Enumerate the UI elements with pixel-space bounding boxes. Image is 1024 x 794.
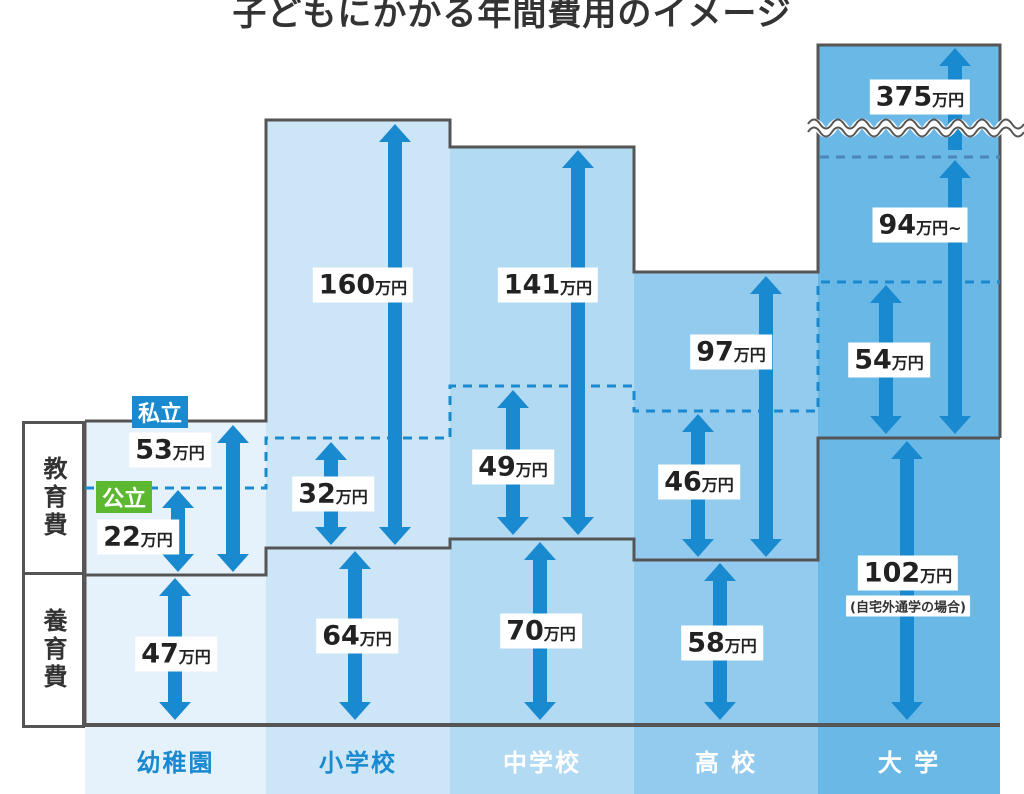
value-unit: 万円 xyxy=(920,566,953,586)
value-number: 70 xyxy=(506,615,544,647)
break-wave-top xyxy=(807,118,1024,130)
value-unit: 万円 xyxy=(335,487,368,507)
arrow-private xyxy=(217,425,249,572)
value-number: 102 xyxy=(863,557,921,589)
label-rearing: 47万円 xyxy=(135,636,217,672)
value-number: 32 xyxy=(298,478,336,510)
value-unit: 万円 xyxy=(733,345,766,365)
label-rearing: 58万円 xyxy=(681,625,763,661)
value-number: 46 xyxy=(664,466,702,498)
outline-rearing xyxy=(85,436,1000,577)
label-private: 97万円 xyxy=(690,334,772,370)
value-number: 54 xyxy=(854,344,892,376)
value-unit: 万円 xyxy=(178,647,211,667)
category-label: 大 学 xyxy=(877,749,941,777)
value-unit: 万円 xyxy=(543,624,576,644)
value-unit: 万円 xyxy=(375,278,408,298)
arrow-private xyxy=(939,160,971,434)
side-label-rearing: 養育費 xyxy=(22,575,85,728)
arrow-private xyxy=(750,276,782,557)
value-number: 22 xyxy=(103,521,141,553)
value-number: 375 xyxy=(875,81,933,113)
value-unit: 万円 xyxy=(724,636,757,656)
break-wave-bottom xyxy=(807,126,1024,138)
value-number: 47 xyxy=(141,638,179,670)
value-number: 141 xyxy=(503,269,561,301)
value-unit: 万円 xyxy=(140,530,173,550)
side-label-education: 教育費 xyxy=(22,421,85,575)
public-badge: 公立 xyxy=(95,481,153,513)
label-rearing: 70万円 xyxy=(500,613,582,649)
value-number: 58 xyxy=(687,627,725,659)
break-wave-bg xyxy=(803,118,1024,138)
value-number: 94 xyxy=(878,209,917,241)
value-number: 64 xyxy=(322,620,360,652)
arrow-private xyxy=(379,124,411,545)
category-label: 小学校 xyxy=(319,749,397,777)
category-label: 幼稚園 xyxy=(136,749,215,777)
label-private: 141万円 xyxy=(497,267,599,303)
value-unit: 万円 xyxy=(172,443,205,463)
private-badge: 私立 xyxy=(131,396,189,428)
category-label: 中学校 xyxy=(503,749,581,777)
value-unit: 万円 xyxy=(932,90,965,110)
label-rearing: 102万円 xyxy=(857,555,959,591)
label-private: 160万円 xyxy=(312,267,414,303)
value-number: 53 xyxy=(135,434,173,466)
label-public: 54万円 xyxy=(848,342,930,378)
value-unit: 万円 xyxy=(701,475,734,495)
arrow-private xyxy=(562,150,594,535)
chart-title: 子どもにかかる年間費用のイメージ xyxy=(232,0,792,34)
value-unit: 万円 xyxy=(515,460,548,480)
university-note: (自宅外通学の場合) xyxy=(846,595,970,617)
label-university-extra: 375万円 xyxy=(869,79,971,115)
value-number: 97 xyxy=(696,336,734,368)
value-number: 160 xyxy=(318,269,376,301)
category-label: 高 校 xyxy=(694,749,758,777)
label-public: 32万円 xyxy=(292,476,374,512)
value-unit: 万円 xyxy=(359,629,392,649)
value-unit: 万円 xyxy=(891,353,924,373)
label-public: 49万円 xyxy=(472,449,554,485)
label-public: 22万円 xyxy=(97,519,179,555)
outline-total xyxy=(85,43,1002,438)
label-private: 94万円~ xyxy=(872,207,968,243)
label-private: 53万円 xyxy=(129,432,211,468)
value-unit: 万円~ xyxy=(916,218,962,238)
label-rearing: 64万円 xyxy=(316,618,398,654)
label-public: 46万円 xyxy=(658,464,740,500)
value-number: 49 xyxy=(478,451,516,483)
value-unit: 万円 xyxy=(560,278,593,298)
